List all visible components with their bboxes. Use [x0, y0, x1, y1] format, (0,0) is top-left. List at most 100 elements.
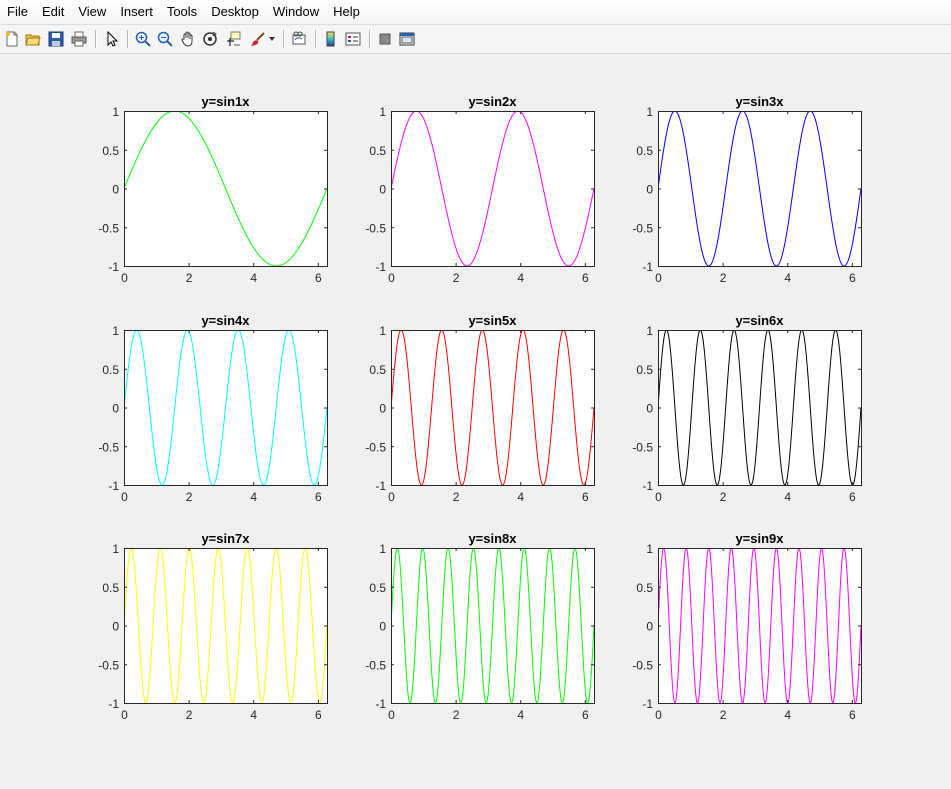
- y-tick-label: 0.5: [369, 144, 386, 158]
- x-tick-label: 4: [517, 271, 524, 285]
- show-plot-tools-icon: [399, 32, 415, 46]
- hide-plot-tools-button[interactable]: [375, 28, 395, 50]
- y-tick-label: 0: [379, 183, 386, 197]
- y-tick-label: -1: [375, 697, 386, 711]
- y-tick-label: 1: [646, 542, 653, 556]
- menu-edit[interactable]: Edit: [41, 4, 65, 19]
- zoom-in-button[interactable]: [133, 28, 153, 50]
- x-tick-label: 2: [720, 490, 727, 504]
- series-line: [124, 111, 327, 266]
- new-figure-icon: [6, 31, 18, 47]
- menu-bar: File Edit View Insert Tools Desktop Wind…: [0, 0, 951, 25]
- y-tick-label: -0.5: [98, 221, 119, 235]
- series-line: [658, 548, 861, 703]
- x-tick-label: 6: [582, 271, 589, 285]
- x-tick-label: 2: [186, 490, 193, 504]
- y-tick-label: -0.5: [365, 658, 386, 672]
- brush-button[interactable]: [248, 28, 268, 50]
- series-line: [658, 111, 861, 266]
- menu-file[interactable]: File: [7, 4, 28, 19]
- subplot-9: 10.50-0.5-10 2 4 6y=sin9x: [632, 531, 862, 722]
- y-tick-label: 0.5: [102, 581, 119, 595]
- subplot-6: 10.50-0.5-10 2 4 6y=sin6x: [632, 313, 862, 504]
- pan-hand-icon: [181, 31, 193, 47]
- subplot-8: 10.50-0.5-10 2 4 6y=sin8x: [365, 531, 595, 722]
- x-tick-label: 6: [849, 708, 856, 722]
- x-tick-label: 2: [720, 271, 727, 285]
- y-tick-label: -0.5: [365, 440, 386, 454]
- subplot-title: y=sin9x: [735, 531, 784, 546]
- menu-window[interactable]: Window: [272, 4, 320, 19]
- x-tick-label: 0: [121, 708, 128, 722]
- menu-insert[interactable]: Insert: [120, 4, 153, 19]
- x-tick-label: 4: [784, 708, 791, 722]
- menu-view[interactable]: View: [78, 4, 107, 19]
- pan-button[interactable]: [178, 28, 198, 50]
- y-tick-label: 0: [112, 620, 119, 634]
- y-tick-label: 0.5: [636, 581, 653, 595]
- open-file-button[interactable]: [23, 28, 43, 50]
- x-tick-label: 4: [784, 271, 791, 285]
- x-tick-label: 4: [250, 271, 257, 285]
- x-tick-label: 2: [720, 708, 727, 722]
- insert-legend-button[interactable]: [343, 28, 363, 50]
- edit-plot-button[interactable]: [102, 28, 122, 50]
- y-tick-label: 1: [112, 324, 119, 338]
- subplot-title: y=sin2x: [468, 94, 517, 109]
- insert-colorbar-button[interactable]: [321, 28, 341, 50]
- subplot-1: 10.50-0.5-10 2 4 6y=sin1x: [98, 94, 328, 285]
- x-tick-label: 2: [453, 271, 460, 285]
- subplot-title: y=sin1x: [201, 94, 250, 109]
- y-tick-label: -1: [108, 697, 119, 711]
- y-tick-label: -1: [642, 479, 653, 493]
- y-tick-label: 0: [646, 402, 653, 416]
- series-line: [391, 330, 594, 485]
- link-plot-button[interactable]: [289, 28, 309, 50]
- y-tick-label: 0.5: [369, 363, 386, 377]
- x-tick-label: 0: [655, 708, 662, 722]
- toolbar-separator: [315, 30, 317, 48]
- x-tick-label: 4: [250, 490, 257, 504]
- toolbar-separator: [127, 30, 129, 48]
- menu-help[interactable]: Help: [333, 4, 360, 19]
- x-tick-label: 6: [315, 708, 322, 722]
- edit-plot-arrow-icon: [107, 31, 119, 47]
- subplot-title: y=sin4x: [201, 313, 250, 328]
- y-tick-label: -0.5: [632, 440, 653, 454]
- brush-dropdown-button[interactable]: [266, 28, 278, 50]
- y-tick-label: 0.5: [102, 363, 119, 377]
- show-plot-tools-button[interactable]: [397, 28, 417, 50]
- series-line: [658, 330, 861, 485]
- save-button[interactable]: [46, 28, 66, 50]
- rotate-3d-button[interactable]: [200, 28, 220, 50]
- new-figure-button[interactable]: [2, 28, 22, 50]
- y-tick-label: -1: [375, 479, 386, 493]
- y-tick-label: 0: [646, 620, 653, 634]
- y-tick-label: -0.5: [98, 658, 119, 672]
- zoom-out-button[interactable]: [155, 28, 175, 50]
- y-tick-label: 1: [112, 105, 119, 119]
- y-tick-label: 0.5: [102, 144, 119, 158]
- x-tick-label: 0: [655, 490, 662, 504]
- x-tick-label: 6: [315, 271, 322, 285]
- toolbar-separator: [95, 30, 97, 48]
- toolbar-separator: [369, 30, 371, 48]
- menu-desktop[interactable]: Desktop: [211, 4, 259, 19]
- data-cursor-button[interactable]: [223, 28, 243, 50]
- y-tick-label: 0.5: [636, 144, 653, 158]
- subplot-2: 10.50-0.5-10 2 4 6y=sin2x: [365, 94, 595, 285]
- data-cursor-icon: [227, 31, 241, 46]
- x-tick-label: 4: [517, 708, 524, 722]
- y-tick-label: 1: [646, 105, 653, 119]
- y-tick-label: 1: [379, 542, 386, 556]
- x-tick-label: 0: [655, 271, 662, 285]
- y-tick-label: -1: [642, 697, 653, 711]
- hide-plot-tools-icon: [379, 33, 391, 45]
- series-line: [391, 111, 594, 266]
- figure-toolbar: [0, 25, 951, 54]
- y-tick-label: -0.5: [365, 221, 386, 235]
- zoom-out-icon: [157, 31, 173, 47]
- y-tick-label: 0: [112, 183, 119, 197]
- menu-tools[interactable]: Tools: [166, 4, 198, 19]
- print-button[interactable]: [69, 28, 89, 50]
